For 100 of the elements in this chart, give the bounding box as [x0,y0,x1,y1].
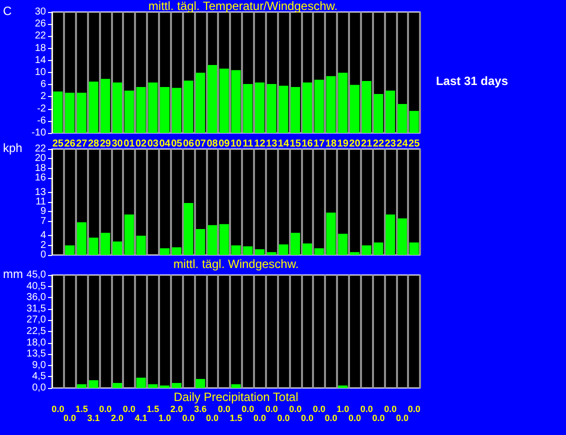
y-tick-label: 6 [40,79,46,90]
y-tick-label: 40,5 [26,280,46,292]
data-label: 1.5 [146,404,160,414]
text: Last 31 days [436,74,508,88]
data-label: 2.0 [111,413,124,423]
y-tick-label: 16 [34,172,46,184]
x-tick-label: 22 [372,138,384,150]
y-tick-label: 14 [34,54,46,66]
bar [88,82,98,133]
y-tick-label: 2 [40,91,46,102]
x-tick-label: 04 [159,138,171,150]
x-axis-title: mittl. tägl. Windgeschw. [173,257,299,271]
data-label: 0.0 [242,404,254,414]
x-tick-label: 11 [242,138,254,150]
y-tick-label: 18 [34,42,46,54]
data-label: 0.0 [64,413,76,423]
bar [302,243,312,255]
bar [314,80,324,133]
x-tick-label: 12 [254,138,266,150]
y-tick-label: -10 [32,128,46,138]
bar [112,82,122,133]
x-tick-label: 10 [230,138,242,150]
data-label: 0.0 [312,404,326,414]
y-tick-label: 2 [40,240,46,251]
data-label: 0.0 [360,404,373,414]
bar [409,242,419,255]
bar [76,92,86,133]
bar [76,222,86,255]
bar [196,228,206,255]
bar [231,245,241,255]
y-tick-label: 31,5 [26,303,46,314]
x-tick-label: 06 [182,138,195,150]
data-label: 0.0 [384,404,397,414]
bar [65,245,75,255]
bar [100,232,110,255]
bar [112,242,122,255]
bar [290,87,300,133]
x-tick-label: 15 [290,138,302,150]
data-label: 0.0 [99,404,112,414]
data-label: 0.0 [52,404,64,414]
x-tick-label: 18 [325,138,337,150]
x-axis-title: Daily Precipitation Total [174,390,298,404]
y-tick-label: 22 [34,30,46,42]
bar [362,80,372,133]
bar [326,76,336,133]
bar [362,245,372,255]
bar [338,72,348,133]
bar [172,382,182,388]
bar [160,87,170,133]
x-tick-label: 27 [76,138,88,150]
bar [172,88,182,133]
x-tick-label: 30 [112,138,124,150]
bar [160,248,170,255]
bar [243,246,253,255]
x-tick-label: 23 [384,138,396,150]
bar [172,247,182,255]
data-label: 0.0 [218,404,230,414]
bar [76,384,86,388]
bar [196,378,206,388]
x-tick-label: 03 [147,138,159,150]
data-label: 4.1 [134,413,148,423]
y-tick-label: 4,5 [32,371,46,382]
y-tick-label: 27,0 [26,314,46,326]
bar [254,82,264,133]
x-tick-label: 20 [349,138,361,150]
bar [266,84,276,133]
y-tick-label: 0,0 [32,382,46,394]
bar [314,248,324,255]
y-tick-label: 9,0 [32,360,46,371]
data-label: 0.0 [265,404,278,414]
y-tick-label: 18,0 [26,337,46,348]
bar [254,249,264,255]
x-tick-label: 26 [64,138,76,150]
bar [374,242,384,255]
bar [136,378,146,388]
bar [219,224,229,255]
data-label: 0.0 [289,404,302,414]
x-tick-label: 07 [194,138,206,150]
data-label: 1.5 [230,413,242,423]
y-tick-label: 13 [34,186,46,198]
bar [184,80,194,133]
data-label: 0.0 [122,404,136,414]
bar [88,238,98,255]
x-tick-label: 29 [100,138,112,150]
bar [397,104,407,133]
bar [196,72,206,133]
bar [136,87,146,133]
x-tick-label: 19 [337,138,349,150]
bar [208,225,218,255]
y-tick-label: 13,5 [26,348,46,360]
data-label: 0.0 [396,413,408,423]
data-label: 0.0 [277,413,290,423]
y-tick-label: 36,0 [26,292,46,304]
chart-title: mittl. tägl. Temperatur/Windgeschw. [148,0,338,13]
y-tick-label: -2 [37,103,46,114]
bar [243,84,253,133]
y-tick-label: 20 [34,153,46,164]
x-tick-label: 09 [218,138,230,150]
y-tick-label: 11 [36,196,46,208]
bar [278,86,288,133]
